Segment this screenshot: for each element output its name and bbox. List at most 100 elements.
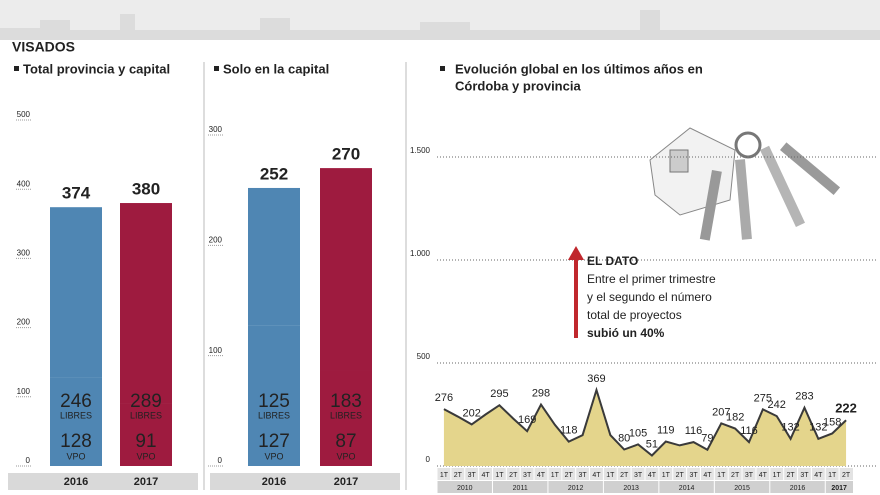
year-label: 2010 <box>457 485 473 492</box>
x-tick-label: 1T <box>773 472 782 479</box>
y-tick-label: 300 <box>209 125 223 134</box>
x-tick-label: 3T <box>523 472 532 479</box>
y-tick-label: 400 <box>17 179 31 188</box>
total-label: 374 <box>62 184 91 203</box>
value-label: 116 <box>740 425 758 437</box>
x-tick-label: 3T <box>745 472 754 479</box>
bar-segment <box>248 187 300 326</box>
x-tick-label: 1T <box>828 472 837 479</box>
value-label: 242 <box>768 399 786 411</box>
x-tick-label: 2T <box>565 472 574 479</box>
segment-name: LIBRES <box>60 410 92 420</box>
year-strip <box>8 473 198 490</box>
x-tick-label: 2016 <box>262 476 286 488</box>
x-tick-label: 1T <box>606 472 615 479</box>
value-label: 222 <box>835 401 857 416</box>
area <box>443 389 847 466</box>
chart-title: Córdoba y provincia <box>455 78 581 93</box>
value-label: 80 <box>618 432 630 444</box>
year-label: 2013 <box>623 485 639 492</box>
annotation-emphasis: subió un 40% <box>587 326 665 340</box>
year-label: 2012 <box>568 485 584 492</box>
header-marker <box>214 66 219 71</box>
x-tick-label: 3T <box>579 472 588 479</box>
x-tick-label: 2T <box>509 472 518 479</box>
value-label: 298 <box>532 388 550 400</box>
bar-segment <box>320 168 372 371</box>
bar-segment <box>120 403 172 466</box>
y-tick-label: 200 <box>17 318 31 327</box>
value-label: 118 <box>560 425 578 437</box>
value-label: 182 <box>726 411 744 423</box>
x-tick-label: 3T <box>634 472 643 479</box>
y-tick-label: 1.000 <box>410 249 431 258</box>
x-tick-label: 3T <box>800 472 809 479</box>
value-label: 132 <box>781 422 799 434</box>
value-label: 79 <box>701 433 713 445</box>
x-tick-label: 4T <box>537 472 546 479</box>
skyline <box>0 10 880 40</box>
value-label: 202 <box>462 407 480 419</box>
y-tick-label: 500 <box>417 352 431 361</box>
value-label: 207 <box>712 406 730 418</box>
x-tick-label: 1T <box>717 472 726 479</box>
year-label: 2016 <box>790 485 806 492</box>
year-label: 2011 <box>513 485 528 492</box>
bar-segment <box>248 325 300 466</box>
segment-name: VPO <box>136 451 155 461</box>
value-label: 158 <box>823 416 841 428</box>
y-tick-label: 100 <box>17 387 31 396</box>
x-tick-label: 1T <box>495 472 504 479</box>
segment-value: 91 <box>135 431 156 452</box>
annotation-text: Entre el primer trimestre <box>587 272 716 286</box>
y-tick-label: 0 <box>218 456 223 465</box>
y-tick-label: 200 <box>209 235 223 244</box>
total-label: 270 <box>332 145 360 164</box>
total-label: 380 <box>132 180 160 199</box>
value-label: 283 <box>795 391 813 403</box>
x-tick-label: 2T <box>454 472 463 479</box>
segment-name: VPO <box>336 451 355 461</box>
x-tick-label: 2T <box>842 472 851 479</box>
y-tick-label: 0 <box>26 456 31 465</box>
x-tick-label: 2017 <box>134 476 158 488</box>
header-marker <box>440 66 445 71</box>
x-tick-label: 2T <box>731 472 740 479</box>
value-label: 119 <box>657 424 675 436</box>
segment-value: 128 <box>60 431 92 452</box>
total-label: 252 <box>260 164 288 183</box>
x-tick-label: 2T <box>787 472 796 479</box>
x-tick-label: 1T <box>440 472 449 479</box>
bar-segment <box>50 377 102 466</box>
chart-title: Evolución global en los últimos años en <box>455 61 703 76</box>
x-tick-label: 3T <box>689 472 698 479</box>
x-tick-label: 4T <box>481 472 490 479</box>
segment-name: VPO <box>66 451 85 461</box>
x-tick-label: 1T <box>662 472 671 479</box>
annotation-text: y el segundo el número <box>587 290 712 304</box>
segment-name: LIBRES <box>130 410 162 420</box>
y-tick-label: 100 <box>209 346 223 355</box>
value-label: 132 <box>809 422 827 434</box>
y-tick-label: 500 <box>17 110 31 119</box>
year-strip <box>210 473 400 490</box>
chart-title: Solo en la capital <box>223 61 329 76</box>
y-tick-label: 300 <box>17 249 31 258</box>
arrow-head <box>568 246 584 260</box>
segment-name: LIBRES <box>258 410 290 420</box>
x-tick-label: 4T <box>648 472 657 479</box>
x-tick-label: 4T <box>759 472 768 479</box>
segment-value: 289 <box>130 391 162 412</box>
bar-segment <box>320 370 372 466</box>
segment-value: 183 <box>330 391 362 412</box>
x-tick-label: 2016 <box>64 476 88 488</box>
x-tick-label: 3T <box>468 472 477 479</box>
segment-value: 246 <box>60 391 92 412</box>
value-label: 51 <box>646 438 658 450</box>
header-marker <box>14 66 19 71</box>
year-label: 2014 <box>679 485 695 492</box>
x-tick-label: 2T <box>676 472 685 479</box>
line <box>443 386 847 457</box>
segment-value: 127 <box>258 431 290 452</box>
